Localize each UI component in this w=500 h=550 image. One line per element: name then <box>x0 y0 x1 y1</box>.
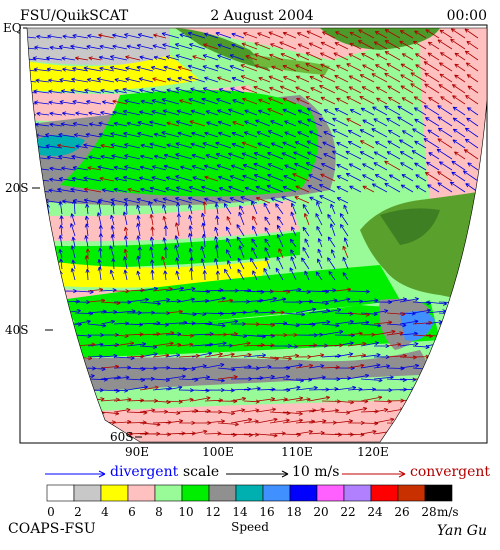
header-left: FSU/QuikSCAT <box>20 8 129 24</box>
header-right: 00:00 <box>447 8 487 24</box>
legend-divergent: divergent <box>110 464 179 480</box>
colorbar-swatch <box>289 484 318 502</box>
colorbar-tick-label: 6 <box>128 505 136 519</box>
colorbar-swatch <box>181 484 210 502</box>
colorbar-unit: m/s <box>437 505 459 519</box>
colorbar-tick-label: 14 <box>232 505 248 519</box>
lon-label: 90E <box>125 445 149 459</box>
divergent-vectors <box>27 31 487 393</box>
colorbar-swatch <box>208 484 237 502</box>
lat-label: 20S <box>5 181 29 195</box>
colorbar-swatch <box>127 484 156 502</box>
colorbar-tick-label: 20 <box>313 505 328 519</box>
colorbar-swatch <box>370 484 399 502</box>
wind-vectors <box>27 28 487 438</box>
lat-label: EQ <box>3 21 22 35</box>
colorbar-tick-label: 10 <box>178 505 193 519</box>
colorbar: 0 2 4 6 8 10 12 14 16 18 20 22 24 26 28 m/s <box>46 484 459 519</box>
colorbar-tick-label: 24 <box>367 505 383 519</box>
colorbar-tick-label: 2 <box>74 505 82 519</box>
lon-label: 110E <box>281 445 313 459</box>
map-outline <box>26 27 488 443</box>
vector-legend: divergent scale 10 m/s convergent <box>45 464 490 480</box>
lat-label: 60S <box>110 430 134 444</box>
colorbar-swatch <box>424 484 453 502</box>
colorbar-tick-label: 16 <box>259 505 274 519</box>
legend-convergent: convergent <box>410 464 490 480</box>
colorbar-swatch <box>397 484 426 502</box>
lon-label: 100E <box>202 445 234 459</box>
colorbar-swatch <box>262 484 291 502</box>
convergent-arrowhead <box>398 470 406 478</box>
colorbar-tick-label: 18 <box>286 505 301 519</box>
colorbar-tick-label: 28 <box>421 505 436 519</box>
legend-scale-value: 10 m/s <box>292 464 339 480</box>
colorbar-swatch <box>343 484 372 502</box>
colorbar-tick-label: 4 <box>101 505 109 519</box>
colorbar-swatch <box>46 484 75 502</box>
lon-label: 120E <box>357 445 389 459</box>
header-center: 2 August 2004 <box>210 8 313 24</box>
colorbar-tick-label: 22 <box>340 505 355 519</box>
colorbar-tick-label: 26 <box>394 505 409 519</box>
footer-left: COAPS-FSU <box>8 521 96 537</box>
colorbar-swatch <box>100 484 129 502</box>
legend-scale: scale <box>183 464 219 480</box>
footer-right: Yan Gu <box>437 523 487 539</box>
scale-arrowhead <box>281 470 289 478</box>
colorbar-swatch <box>235 484 264 502</box>
colorbar-tick-label: 0 <box>47 505 55 519</box>
colorbar-tick-label: 12 <box>205 505 220 519</box>
convergent-vectors <box>27 28 487 438</box>
colorbar-swatch <box>73 484 102 502</box>
colorbar-swatch <box>154 484 183 502</box>
colorbar-swatch <box>316 484 345 502</box>
colorbar-label: Speed <box>231 520 269 534</box>
lat-label: 40S <box>5 323 29 337</box>
divergent-arrowhead <box>98 470 106 478</box>
colorbar-tick-label: 8 <box>155 505 163 519</box>
